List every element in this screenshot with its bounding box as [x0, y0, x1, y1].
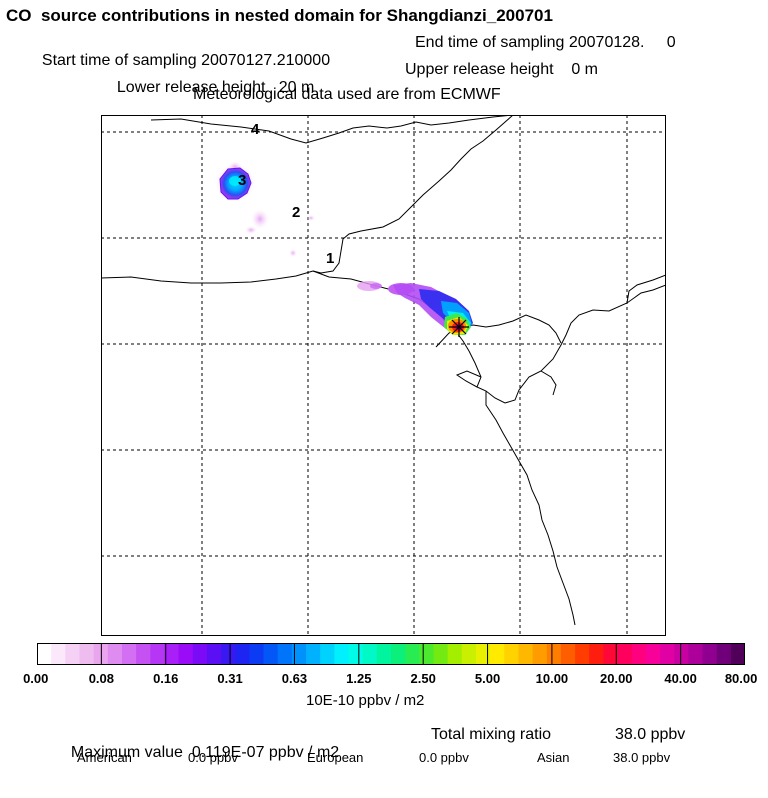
max-value-label: Maximum value: [70, 744, 183, 761]
colorbar-swatch: [362, 643, 378, 665]
start-time-label: Start time of sampling: [41, 52, 197, 69]
colorbar-swatch: [702, 643, 718, 665]
colorbar-swatch: [660, 643, 675, 665]
colorbar-swatch: [475, 643, 491, 665]
colorbar-swatch: [306, 643, 321, 665]
colorbar-swatch: [575, 643, 590, 665]
colorbar-tick-label: 0.08: [88, 671, 115, 686]
source-asian-label: Asian: [537, 750, 570, 765]
colorbar-swatch: [79, 643, 95, 665]
colorbar-swatch: [617, 643, 633, 665]
colorbar-swatch: [518, 643, 534, 665]
colorbar-swatch: [65, 643, 81, 665]
summary-row: Maximum value 0.119E-07 ppbv / m2 Total …: [62, 726, 685, 798]
colorbar-swatch: [546, 643, 562, 665]
colorbar-swatch: [560, 643, 576, 665]
colorbar-frame: [37, 643, 745, 665]
colorbar-swatch: [263, 643, 279, 665]
colorbar-swatch: [730, 643, 745, 665]
max-value: 0.119E-07 ppbv / m2: [191, 744, 340, 761]
map-title: CO source contributions in nested domain…: [6, 6, 553, 25]
colorbar-unit: 10E-10 ppbv / m2: [306, 692, 425, 709]
colorbar-swatch: [716, 643, 732, 665]
upper-release-label: Upper release height: [405, 61, 554, 78]
colorbar-swatch: [235, 643, 250, 665]
colorbar-swatch: [376, 643, 392, 665]
source-american-value: 0.0 ppbv: [188, 750, 238, 765]
colorbar-swatch: [206, 643, 222, 665]
colorbar-swatch: [178, 643, 194, 665]
colorbar-swatch: [504, 643, 520, 665]
colorbar-swatch: [490, 643, 505, 665]
colorbar-tick-label: 1.25: [346, 671, 372, 686]
colorbar-tick-label: 10.00: [535, 671, 569, 686]
colorbar-tick-label: 80.00: [724, 671, 758, 686]
colorbar-swatch: [221, 643, 236, 665]
colorbar-tick-label: 0.16: [153, 671, 179, 686]
colorbar-swatch: [688, 643, 704, 665]
lat-lon-grid: [101, 115, 666, 636]
colorbar-swatch: [461, 643, 477, 665]
upper-release: Upper release height 0 m: [405, 61, 598, 79]
receptor-marker: [449, 317, 469, 337]
colorbar-swatch: [192, 643, 208, 665]
trajectory-label-2: 2: [292, 204, 300, 221]
colorbar-swatch: [51, 643, 66, 665]
colorbar-tick-label: 0.63: [281, 671, 308, 686]
colorbar-swatch: [348, 643, 364, 665]
colorbar-swatch: [419, 643, 435, 665]
release-heights: Lower release height 20 m Upper release …: [108, 61, 598, 115]
end-time: End time of sampling 20070128. 0: [415, 34, 676, 52]
colorbar-swatch: [164, 643, 180, 665]
met-data-note: Meteorological data used are from ECMWF: [193, 86, 501, 103]
colorbar-swatch: [291, 643, 307, 665]
lower-release-label: Lower release height: [116, 79, 266, 96]
start-time-value: 20070127.210000: [201, 52, 331, 69]
colorbar-swatch: [532, 643, 548, 665]
colorbar-swatch: [589, 643, 604, 665]
colorbar-swatch: [447, 643, 463, 665]
sampling-times: Start time of sampling 20070127.210000 E…: [33, 34, 676, 88]
colorbar-swatch: [603, 643, 619, 665]
colorbar-swatch: [645, 643, 661, 665]
trajectory-label-1: 1: [326, 250, 334, 267]
colorbar-tick-label: 0.00: [23, 671, 49, 686]
map-frame: [101, 115, 666, 636]
colorbar-swatch: [320, 643, 335, 665]
colorbar-tick-label: 20.00: [599, 671, 633, 686]
end-time-value: 20070128. 0: [568, 34, 676, 51]
colorbar-swatch: [37, 643, 52, 665]
colorbar-swatch: [405, 643, 420, 665]
total-mixing-value: 38.0 ppbv: [615, 726, 686, 743]
trajectory-label-4: 4: [251, 121, 260, 138]
colorbar-swatch: [391, 643, 406, 665]
lower-release-value: 20 m: [278, 79, 315, 96]
colorbar-swatch: [334, 643, 350, 665]
end-time-label: End time of sampling: [415, 34, 565, 51]
colorbar-swatch: [249, 643, 265, 665]
footprint-map: 4 3 2 1: [101, 115, 666, 636]
source-asian-value: 38.0 ppbv: [613, 750, 671, 765]
colorbar-swatch: [136, 643, 151, 665]
colorbar-swatch: [150, 643, 166, 665]
source-european-label: European: [307, 750, 364, 765]
trajectory-label-3: 3: [238, 172, 246, 189]
colorbar-swatch: [121, 643, 137, 665]
colorbar: [37, 643, 745, 665]
colorbar-swatch: [631, 643, 647, 665]
colorbar-swatches: [37, 643, 745, 665]
colorbar-swatch: [277, 643, 293, 665]
source-european-value: 0.0 ppbv: [419, 750, 469, 765]
colorbar-tick-label: 40.00: [664, 671, 697, 686]
colorbar-swatch: [674, 643, 689, 665]
colorbar-tick-label: 5.00: [474, 671, 501, 686]
total-mixing-label: Total mixing ratio: [431, 726, 552, 743]
colorbar-tick-label: 0.31: [217, 671, 243, 686]
upper-release-value: 0 m: [571, 61, 598, 78]
colorbar-tick-label: 2.50: [410, 671, 436, 686]
colorbar-swatch: [433, 643, 449, 665]
colorbar-swatch: [107, 643, 123, 665]
source-american-label: American: [77, 750, 132, 765]
